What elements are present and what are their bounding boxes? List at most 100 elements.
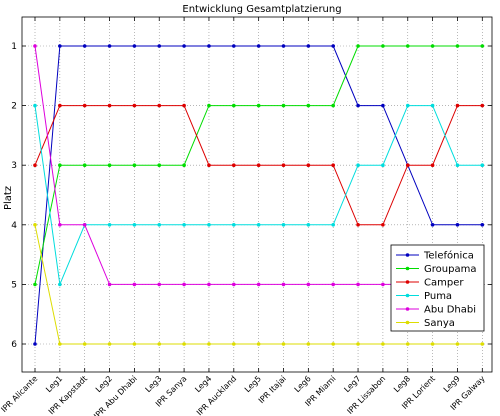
data-point — [480, 223, 485, 227]
data-point — [405, 44, 410, 48]
data-point — [306, 44, 311, 48]
data-point — [381, 342, 385, 346]
data-point — [455, 163, 460, 167]
legend-box — [390, 244, 485, 332]
chart-title: Entwicklung Gesamtplatzierung — [182, 4, 341, 15]
data-point — [455, 223, 460, 227]
data-point — [207, 44, 211, 48]
data-point — [356, 103, 360, 108]
data-point — [256, 342, 261, 346]
x-tick-label: Leg5 — [243, 374, 263, 394]
data-point — [356, 342, 360, 346]
data-point — [107, 103, 112, 108]
data-point — [58, 44, 62, 48]
data-point — [33, 103, 37, 108]
data-point — [232, 223, 236, 227]
data-point — [356, 44, 360, 48]
data-point — [281, 282, 286, 287]
data-point — [381, 163, 385, 167]
data-point — [157, 44, 162, 48]
data-point — [132, 44, 137, 48]
legend-marker — [405, 266, 410, 271]
data-point — [331, 282, 336, 287]
data-point — [82, 44, 87, 48]
data-point — [182, 163, 186, 167]
data-point — [132, 342, 137, 346]
x-tick-label: Leg9 — [442, 374, 462, 394]
data-point — [480, 103, 485, 108]
data-point — [430, 163, 435, 167]
data-point — [182, 103, 186, 108]
axes — [21, 16, 493, 373]
data-point — [33, 282, 37, 287]
data-point — [331, 103, 336, 108]
legend-marker — [405, 320, 410, 325]
data-point — [58, 282, 62, 287]
data-point — [33, 163, 37, 167]
data-point — [232, 342, 236, 346]
legend-label: Groupama — [424, 264, 476, 275]
x-tick-label: Leg4 — [193, 374, 213, 394]
data-point — [132, 223, 137, 227]
data-point — [381, 103, 385, 108]
data-point — [207, 103, 211, 108]
data-point — [281, 163, 286, 167]
data-point — [207, 223, 211, 227]
data-point — [480, 163, 485, 167]
data-point — [430, 223, 435, 227]
data-point — [281, 223, 286, 227]
data-point — [430, 342, 435, 346]
data-point — [356, 163, 360, 167]
data-point — [281, 103, 286, 108]
x-tick-label: Leg1 — [44, 374, 64, 394]
legend-label: Abu Dhabi — [424, 305, 476, 316]
data-point — [306, 342, 311, 346]
data-point — [157, 223, 162, 227]
data-point — [207, 163, 211, 167]
data-point — [455, 44, 460, 48]
data-point — [58, 342, 62, 346]
data-point — [58, 223, 62, 227]
data-point — [405, 163, 410, 167]
legend-marker — [405, 293, 410, 298]
legend: Telefónica Groupama Camper Puma Abu Dhabi San… — [390, 244, 485, 332]
data-point — [182, 44, 186, 48]
data-point — [107, 282, 112, 287]
data-point — [405, 342, 410, 346]
x-tick-label: Leg8 — [392, 374, 412, 394]
data-point — [182, 342, 186, 346]
data-point — [480, 44, 485, 48]
legend-label: Puma — [424, 291, 452, 302]
data-point — [281, 342, 286, 346]
data-point — [256, 223, 261, 227]
data-point — [157, 103, 162, 108]
x-tick-label: Leg6 — [293, 374, 313, 394]
legend-marker — [405, 280, 410, 284]
data-point — [306, 103, 311, 108]
data-point — [430, 103, 435, 108]
x-tick-label: IPR Itajai — [257, 374, 288, 405]
legend-marker — [405, 307, 410, 311]
data-point — [132, 163, 137, 167]
series-sanya — [33, 223, 485, 346]
legend-label: Camper — [424, 278, 464, 289]
series-group — [33, 44, 485, 346]
data-point — [82, 103, 87, 108]
x-tick-label: Leg2 — [94, 374, 114, 394]
data-point — [107, 163, 112, 167]
data-point — [405, 103, 410, 108]
data-point — [182, 223, 186, 227]
data-point — [306, 282, 311, 287]
y-tick-label: 3 — [11, 161, 17, 171]
data-point — [82, 223, 87, 227]
data-point — [33, 342, 37, 346]
data-point — [356, 282, 360, 287]
series-groupama — [33, 44, 485, 287]
data-point — [58, 103, 62, 108]
y-tick-label: 6 — [11, 340, 17, 350]
data-point — [331, 223, 336, 227]
data-point — [256, 103, 261, 108]
plot-frame — [21, 16, 493, 373]
data-point — [306, 163, 311, 167]
